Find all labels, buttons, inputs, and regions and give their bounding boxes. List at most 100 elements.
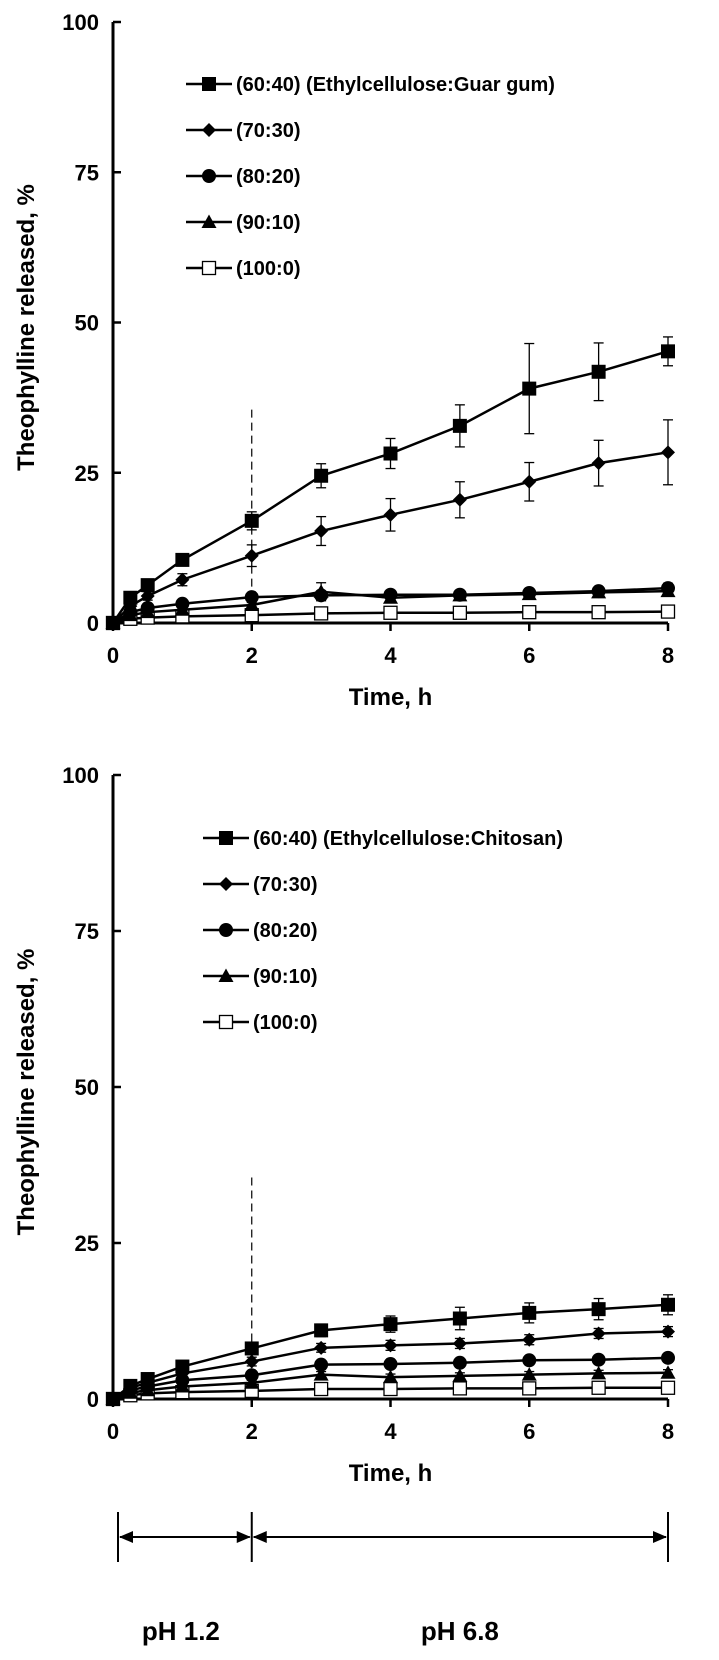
data-point [383,587,398,602]
x-tick-label: 4 [384,1419,397,1444]
data-point [383,1369,398,1384]
data-point [140,1372,155,1387]
x-tick-label: 8 [662,1419,674,1444]
legend-label: (100:0) [253,1012,317,1034]
x-tick-label: 0 [107,1419,119,1444]
data-point [175,552,190,567]
data-point [522,1381,537,1396]
data-point [452,418,467,433]
x-tick-label: 4 [384,643,397,668]
data-point [661,344,675,359]
phase-label: pH 1.2 [142,1616,220,1646]
legend-label: (80:20) [253,920,317,942]
data-point [452,1336,467,1351]
data-point [106,616,120,630]
data-point [175,596,190,611]
legend: (60:40) (Ethylcellulose:Chitosan) (70:30)… [203,828,563,1034]
data-point [175,1359,190,1374]
data-point [313,1367,329,1381]
data-point [106,1392,120,1406]
legend-label: (90:10) [253,966,317,988]
legend-label: (70:30) [236,120,300,142]
data-point [660,1380,676,1395]
legend-marker [202,123,216,137]
legend-label: (60:40) (Ethylcellulose:Guar gum) [236,74,555,96]
phase-arrow [119,1531,251,1543]
y-tick-label: 75 [75,919,99,944]
data-point [522,1353,537,1368]
data-point [123,590,138,605]
y-tick-label: 50 [75,311,99,336]
phase-arrow [252,1531,667,1543]
legend-item: (100:0) [186,258,300,280]
legend-marker [218,968,234,982]
chart-bottom-ethylcellulose-chitosan: 0 25 50 75 100 0 2 4 6 8 Time, h Theophylline relea… [13,763,676,1487]
data-point [591,1326,606,1341]
x-tick-label: 0 [107,643,119,668]
data-point [314,588,329,603]
data-point [314,1340,329,1355]
data-point [123,1378,138,1393]
data-point [591,1352,606,1367]
data-point [522,585,537,600]
data-point [313,1381,329,1397]
data-point [314,1323,329,1338]
y-tick-label: 100 [62,763,99,788]
legend-item: (100:0) [203,1012,317,1034]
data-point [383,1381,398,1397]
y-axis-title: Theophylline released, % [13,184,40,471]
legend-item: (60:40) (Ethylcellulose:Chitosan) [203,828,563,850]
data-point [661,1324,675,1339]
data-point [314,1357,329,1372]
data-point [522,474,537,489]
data-point [591,456,606,471]
data-point [244,590,259,605]
series-line [111,350,669,624]
data-point [522,605,537,620]
data-point [244,1341,259,1356]
legend-marker [201,214,217,228]
legend-item: (70:30) [186,120,300,142]
legend-marker [219,923,233,937]
data-point [175,572,190,587]
y-tick-label: 75 [75,160,99,185]
y-axis-title: Theophylline released, % [13,949,40,1236]
data-point [661,445,675,460]
data-point [140,588,155,603]
data-point [383,507,398,522]
data-point [452,587,467,602]
data-point [140,600,155,615]
x-tick-label: 8 [662,643,674,668]
ph-phase-indicator: pH 1.2 pH 6.8 [117,1512,669,1646]
x-axis-title: Time, h [349,1460,433,1487]
data-point [591,1365,607,1380]
legend-label: (80:20) [236,166,300,188]
data-point [452,605,468,620]
legend-marker [219,831,233,845]
x-tick-label: 2 [246,643,258,668]
legend-label: (100:0) [236,258,300,280]
data-point [660,1365,676,1379]
y-tick-label: 25 [75,1231,99,1256]
data-point [314,468,329,483]
y-tick-label: 25 [75,461,99,486]
data-point [660,604,676,619]
legend-marker [202,77,216,91]
data-point [591,1380,606,1395]
data-point [452,1355,467,1370]
data-point [244,548,259,563]
legend-item: (90:10) [203,966,317,988]
legend-item: (80:20) [186,166,300,188]
data-point [383,1338,398,1353]
legend-marker [218,1014,234,1030]
data-point [591,584,606,599]
data-point [383,1317,398,1332]
data-point [383,446,398,461]
data-point [591,364,606,379]
legend-label: (60:40) (Ethylcellulose:Chitosan) [253,828,563,850]
y-tick-label: 100 [62,10,99,35]
legend-item: (80:20) [203,920,317,942]
legend-label: (70:30) [253,874,317,896]
data-point [244,597,260,611]
